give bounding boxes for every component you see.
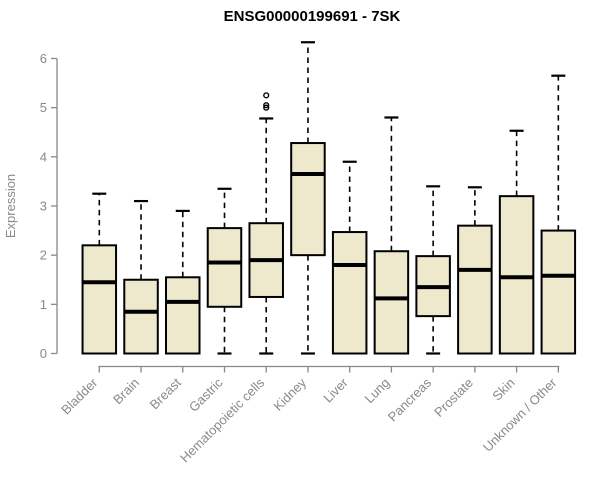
box-unknown-other (540, 229, 577, 355)
box-lung (373, 250, 410, 355)
box-gastric (206, 227, 243, 308)
box-kidney (290, 142, 326, 257)
x-tick-label: Prostate (431, 375, 476, 420)
x-tick-label: Breast (147, 375, 184, 412)
x-tick-label: Bladder (58, 375, 101, 418)
x-tick-label: Kidney (270, 375, 309, 414)
x-tick-label: Gastric (186, 375, 226, 415)
x-tick-label: Brain (110, 375, 142, 407)
box-breast (165, 276, 201, 355)
y-tick-label: 5 (40, 100, 47, 115)
y-tick-label: 2 (40, 248, 47, 263)
box-liver (331, 231, 368, 355)
x-tick-label: Liver (320, 375, 351, 406)
box-brain (123, 278, 159, 355)
chart-title: ENSG00000199691 - 7SK (223, 8, 401, 25)
outlier-point (263, 92, 270, 99)
y-tick-label: 4 (40, 149, 47, 164)
x-tick-label: Skin (489, 375, 517, 403)
x-tick-label: Lung (361, 375, 392, 406)
y-tick-label: 6 (40, 51, 47, 66)
y-tick-label: 3 (40, 198, 47, 213)
x-tick-label: Unknown / Other (480, 375, 560, 455)
y-tick-label: 1 (40, 297, 47, 312)
outlier-point (263, 104, 270, 111)
y-axis-title: Expression (3, 174, 18, 238)
x-tick-label: Pancreas (385, 375, 435, 425)
box-skin (498, 195, 535, 355)
outlier-point (263, 102, 270, 109)
box-prostate (457, 224, 493, 355)
y-tick-label: 0 (40, 346, 47, 361)
box-bladder (81, 244, 118, 355)
